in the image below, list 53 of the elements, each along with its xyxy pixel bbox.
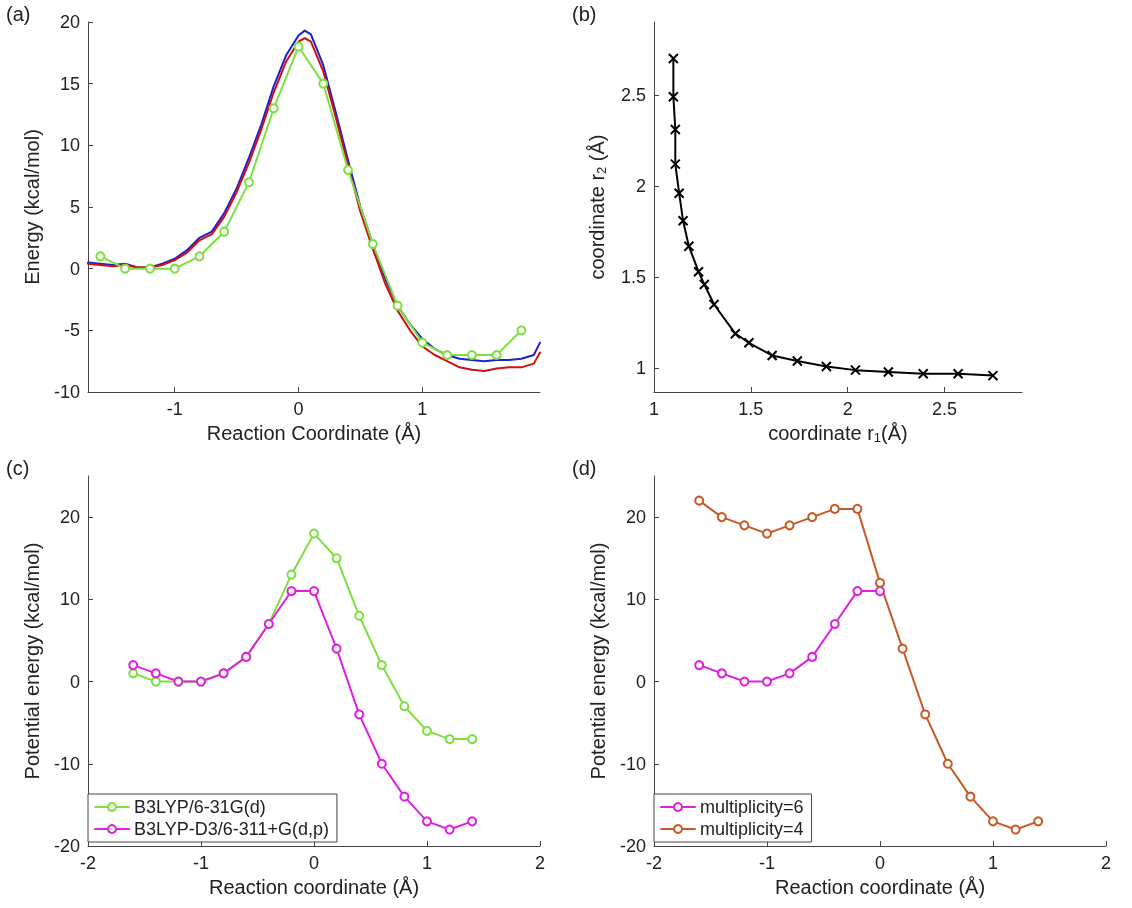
y-tick-label: 2 bbox=[635, 176, 646, 197]
legend-label: multiplicity=6 bbox=[700, 797, 804, 817]
x-tick-label: -1 bbox=[192, 853, 210, 873]
x-tick-label: 1 bbox=[987, 853, 999, 873]
text: (d) bbox=[572, 457, 597, 479]
y-tick-label: -10 bbox=[53, 382, 80, 402]
y-tick-label: 1.5 bbox=[620, 267, 646, 288]
y-tick-label: 20 bbox=[59, 12, 80, 32]
y-tick-label: -20 bbox=[53, 836, 80, 856]
y-tick-label: -20 bbox=[619, 836, 646, 856]
y-axis-title: Energy (kcal/mol) bbox=[21, 129, 43, 285]
y-tick-label: 0 bbox=[69, 258, 80, 279]
x-tick-label: 1 bbox=[417, 399, 428, 419]
y-axis-title: Potential energy (kcal/mol) bbox=[587, 542, 609, 780]
x-tick-label: -1 bbox=[166, 399, 183, 419]
legend-label: B3LYP/6-31G(d) bbox=[134, 797, 266, 817]
legend-label: B3LYP-D3/6-311+G(d,p) bbox=[134, 819, 329, 839]
x-tick-label: 0 bbox=[293, 399, 304, 419]
x-tick-label: 1 bbox=[648, 399, 660, 419]
y-tick-label: 10 bbox=[59, 589, 80, 610]
x-tick-label: 2 bbox=[842, 399, 853, 419]
x-tick-label: 2.5 bbox=[932, 399, 958, 419]
text: (c) bbox=[6, 457, 30, 479]
y-tick-label: 20 bbox=[625, 507, 646, 528]
y-tick-label: 2.5 bbox=[620, 84, 646, 105]
x-tick-label: 2 bbox=[534, 853, 546, 873]
x-tick-label: 0 bbox=[308, 853, 320, 873]
y-axis-title: coordinate r2 (Å) bbox=[585, 134, 609, 280]
y-tick-label: 5 bbox=[69, 197, 80, 217]
y-axis-title: Potential energy (kcal/mol) bbox=[21, 542, 43, 780]
y-tick-label: -10 bbox=[619, 753, 646, 774]
x-tick-label: 2 bbox=[1100, 853, 1112, 873]
y-tick-label: 10 bbox=[625, 589, 646, 610]
y-tick-label: 0 bbox=[635, 671, 646, 692]
y-tick-label: 10 bbox=[59, 135, 80, 156]
x-tick-label: 1.5 bbox=[738, 399, 764, 419]
y-tick-label: -5 bbox=[63, 320, 80, 341]
y-tick-label: 20 bbox=[59, 507, 80, 528]
y-tick-label: 1 bbox=[635, 358, 646, 379]
y-tick-label: 15 bbox=[59, 73, 80, 94]
text: (b) bbox=[572, 3, 597, 25]
x-tick-label: -2 bbox=[79, 853, 97, 873]
y-tick-label: 0 bbox=[69, 671, 80, 692]
x-axis-title: Reaction Coordinate (Å) bbox=[206, 421, 422, 444]
text: (a) bbox=[6, 3, 31, 25]
x-tick-label: 0 bbox=[874, 853, 886, 873]
legend-label: multiplicity=4 bbox=[700, 819, 804, 839]
x-tick-label: 1 bbox=[421, 853, 433, 873]
x-tick-label: -1 bbox=[758, 853, 776, 873]
x-axis-title: Reaction coordinate (Å) bbox=[774, 875, 986, 898]
y-tick-label: -10 bbox=[53, 753, 80, 774]
x-tick-label: -2 bbox=[645, 853, 663, 873]
x-axis-title: Reaction coordinate (Å) bbox=[208, 875, 420, 898]
